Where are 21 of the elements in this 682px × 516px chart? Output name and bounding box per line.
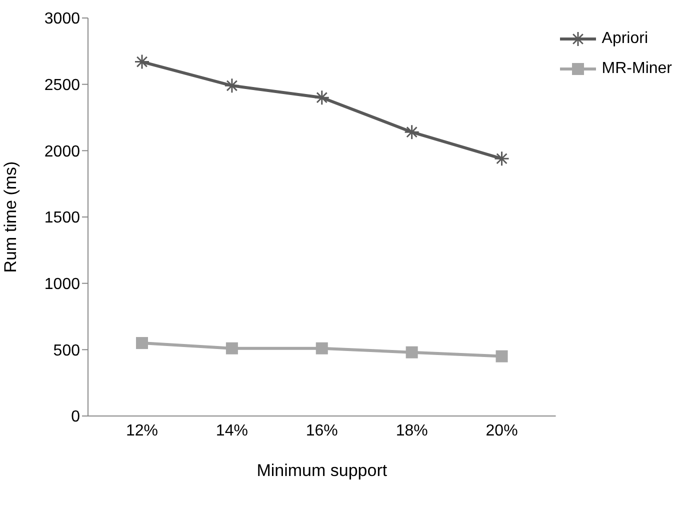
x-tick-label: 18% xyxy=(396,422,428,440)
y-tick-label: 2500 xyxy=(44,77,80,94)
point xyxy=(226,342,238,354)
x-tick-label: 14% xyxy=(216,422,248,440)
y-tick-label: 2000 xyxy=(44,143,80,160)
point xyxy=(406,346,418,358)
y-tick-label: 1500 xyxy=(44,210,80,227)
x-tick-label: 20% xyxy=(486,422,518,440)
x-axis-title: Minimum support xyxy=(256,461,388,480)
x-tick-label: 12% xyxy=(126,422,158,440)
point xyxy=(136,337,148,350)
legend-label: MR-Miner xyxy=(602,60,672,78)
y-tick-label: 0 xyxy=(71,408,80,426)
point xyxy=(496,350,508,362)
legend-label: Apriori xyxy=(602,30,648,48)
y-tick-label: 3000 xyxy=(44,10,80,28)
y-tick-label: 1000 xyxy=(44,276,80,294)
y-axis-title: Rum time (ms) xyxy=(1,161,20,273)
y-tick-label: 500 xyxy=(53,342,80,360)
x-tick-label: 16% xyxy=(306,422,338,440)
point xyxy=(316,342,328,354)
